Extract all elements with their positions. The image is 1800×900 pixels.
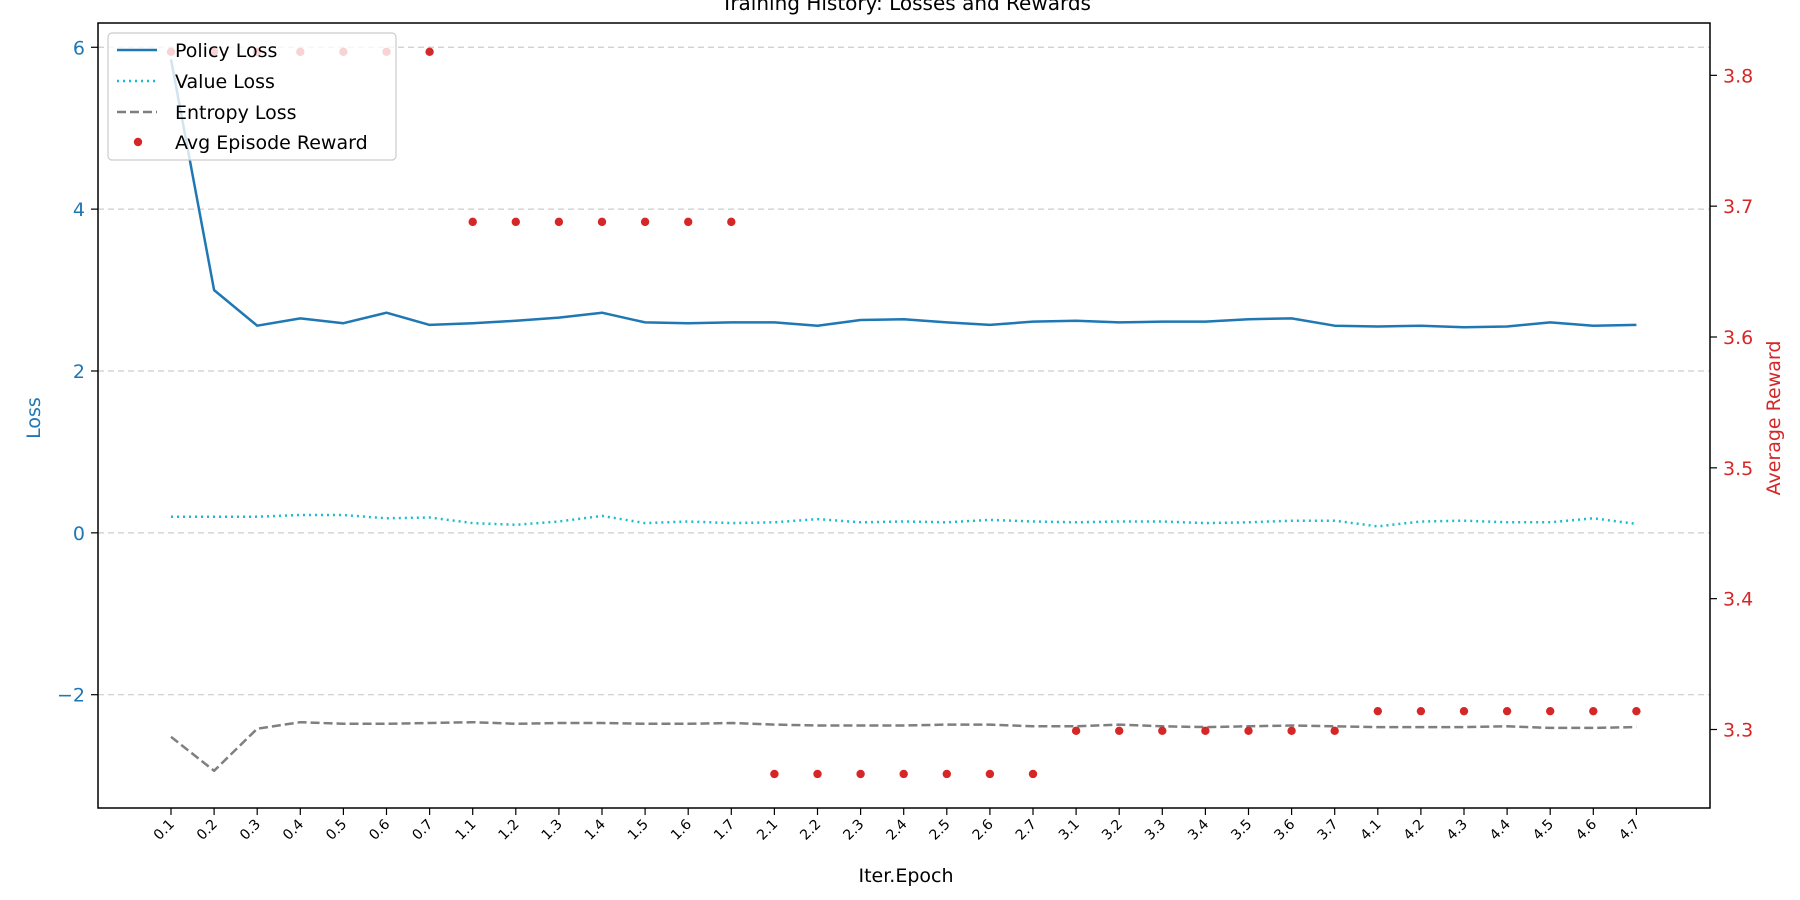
x-tick-label: 0.7	[409, 817, 436, 844]
y-tick-label-left: 0	[73, 523, 85, 545]
x-tick-label: 4.1	[1358, 817, 1385, 844]
x-tick-label: 4.4	[1487, 816, 1514, 843]
legend-entropy-loss-label: Entropy Loss	[175, 102, 297, 124]
y-tick-label-left: −2	[57, 685, 85, 707]
chart-title: Training History: Losses and Rewards	[720, 0, 1091, 15]
reward-point	[1546, 706, 1555, 716]
y-tick-label-left: 6	[73, 37, 85, 59]
x-tick-label: 2.6	[970, 816, 997, 843]
legend-reward-label: Avg Episode Reward	[175, 132, 368, 154]
x-tick-label: 1.5	[625, 817, 652, 844]
y-tick-label-left: 2	[73, 361, 85, 383]
reward-point	[1373, 706, 1383, 716]
legend-policy-loss-label: Policy Loss	[175, 40, 277, 62]
x-tick-label: 1.4	[582, 816, 609, 843]
x-tick-label: 2.1	[754, 817, 781, 844]
x-tick-label: 3.3	[1142, 817, 1169, 844]
y-tick-label-right: 3.6	[1723, 327, 1753, 349]
reward-point	[985, 769, 995, 779]
reward-point	[1071, 726, 1081, 736]
reward-point	[511, 217, 520, 227]
entropy-loss-line	[170, 720, 1637, 773]
x-tick-label: 4.7	[1616, 817, 1643, 844]
x-tick-label: 1.7	[711, 817, 738, 844]
x-tick-label: 4.2	[1401, 817, 1428, 844]
x-tick-label: 3.5	[1228, 817, 1255, 844]
x-tick-label: 3.2	[1099, 817, 1126, 844]
reward-point	[640, 217, 650, 227]
series-layer	[169, 59, 1637, 773]
x-tick-label: 0.2	[194, 817, 221, 844]
x-tick-label: 4.3	[1444, 817, 1471, 844]
x-tick-label: 0.1	[151, 817, 178, 844]
legend-box	[107, 32, 397, 161]
x-tick-label: 3.1	[1056, 817, 1083, 844]
x-tick-label: 3.4	[1185, 816, 1212, 843]
y-axis-label-left: Loss	[23, 397, 45, 439]
policy-loss-line	[169, 59, 1637, 329]
reward-point	[425, 47, 434, 56]
y-tick-label-right: 3.3	[1723, 720, 1753, 742]
reward-point	[597, 217, 607, 227]
reward-point	[1158, 726, 1167, 736]
x-tick-label: 0.3	[237, 817, 264, 844]
y-tick-label-right: 3.5	[1723, 458, 1753, 480]
value-loss-line	[171, 513, 1637, 528]
y-axis-label-right: Average Reward	[1763, 341, 1785, 496]
x-tick-label: 0.5	[323, 817, 350, 844]
x-tick-label: 3.7	[1314, 817, 1341, 844]
legend: Policy Loss Value Loss Entropy Loss Avg …	[107, 32, 397, 161]
reward-point	[942, 769, 951, 779]
x-tick-label: 2.5	[927, 817, 954, 844]
legend-value-loss-label: Value Loss	[175, 71, 275, 93]
x-tick-label: 4.5	[1530, 817, 1557, 844]
x-tick-label: 3.6	[1271, 816, 1298, 843]
x-axis-label: Iter.Epoch	[858, 865, 953, 887]
x-tick-label: 4.6	[1573, 816, 1600, 843]
reward-point	[899, 769, 908, 779]
gridlines	[98, 46, 1710, 696]
x-tick-label: 0.4	[280, 816, 307, 843]
reward-point	[1459, 706, 1469, 716]
reward-point	[1028, 769, 1038, 779]
x-tick-label: 1.3	[539, 817, 566, 844]
x-tick-label: 1.2	[496, 817, 523, 844]
x-tick-label: 2.7	[1013, 817, 1040, 844]
reward-point	[1589, 706, 1598, 716]
reward-point	[1330, 726, 1339, 736]
y-tick-label-right: 3.7	[1723, 196, 1753, 218]
reward-point	[554, 217, 564, 227]
reward-point	[1201, 726, 1210, 736]
reward-point	[1502, 706, 1512, 716]
x-tick-label: 2.4	[883, 816, 910, 843]
reward-point	[813, 769, 822, 779]
reward-point	[468, 217, 477, 227]
reward-point	[727, 217, 736, 227]
x-tick-label: 1.6	[668, 816, 695, 843]
reward-point	[1244, 726, 1253, 736]
legend-reward-marker	[133, 137, 143, 147]
reward-point	[1632, 706, 1641, 716]
reward-point	[684, 217, 693, 227]
x-tick-label: 2.3	[840, 817, 867, 844]
x-tick-label: 2.2	[797, 817, 824, 844]
y-tick-label-right: 3.8	[1723, 65, 1753, 87]
y-tick-label-right: 3.4	[1723, 589, 1753, 611]
reward-point	[856, 769, 865, 779]
x-tick-label: 0.6	[366, 816, 393, 843]
x-tick-label: 1.1	[452, 817, 479, 844]
reward-point	[1287, 726, 1296, 736]
reward-point	[770, 769, 779, 779]
y-tick-label-left: 4	[73, 199, 85, 221]
reward-point	[1115, 726, 1124, 736]
reward-point	[1416, 706, 1426, 716]
